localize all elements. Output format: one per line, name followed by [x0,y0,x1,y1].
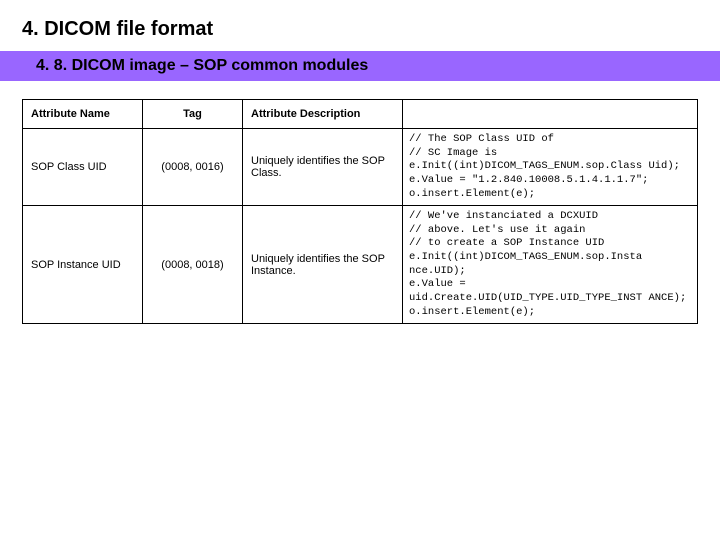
col-header-tag: Tag [143,100,243,129]
col-header-name: Attribute Name [23,100,143,129]
col-header-desc: Attribute Description [243,100,403,129]
cell-name: SOP Instance UID [23,206,143,324]
cell-desc: Uniquely identifies the SOP Instance. [243,206,403,324]
cell-code: // We've instanciated a DCXUID // above.… [403,206,698,324]
col-header-code [403,100,698,129]
subtitle-bar: 4. 8. DICOM image – SOP common modules [0,51,720,81]
cell-tag: (0008, 0016) [143,129,243,206]
table-row: SOP Instance UID (0008, 0018) Uniquely i… [23,206,698,324]
cell-code: // The SOP Class UID of // SC Image is e… [403,129,698,206]
cell-name: SOP Class UID [23,129,143,206]
table-row: SOP Class UID (0008, 0016) Uniquely iden… [23,129,698,206]
table-header-row: Attribute Name Tag Attribute Description [23,100,698,129]
subtitle: 4. 8. DICOM image – SOP common modules [14,57,706,75]
sop-modules-table: Attribute Name Tag Attribute Description… [22,99,698,324]
cell-desc: Uniquely identifies the SOP Class. [243,129,403,206]
main-title: 4. DICOM file format [22,18,698,41]
cell-tag: (0008, 0018) [143,206,243,324]
